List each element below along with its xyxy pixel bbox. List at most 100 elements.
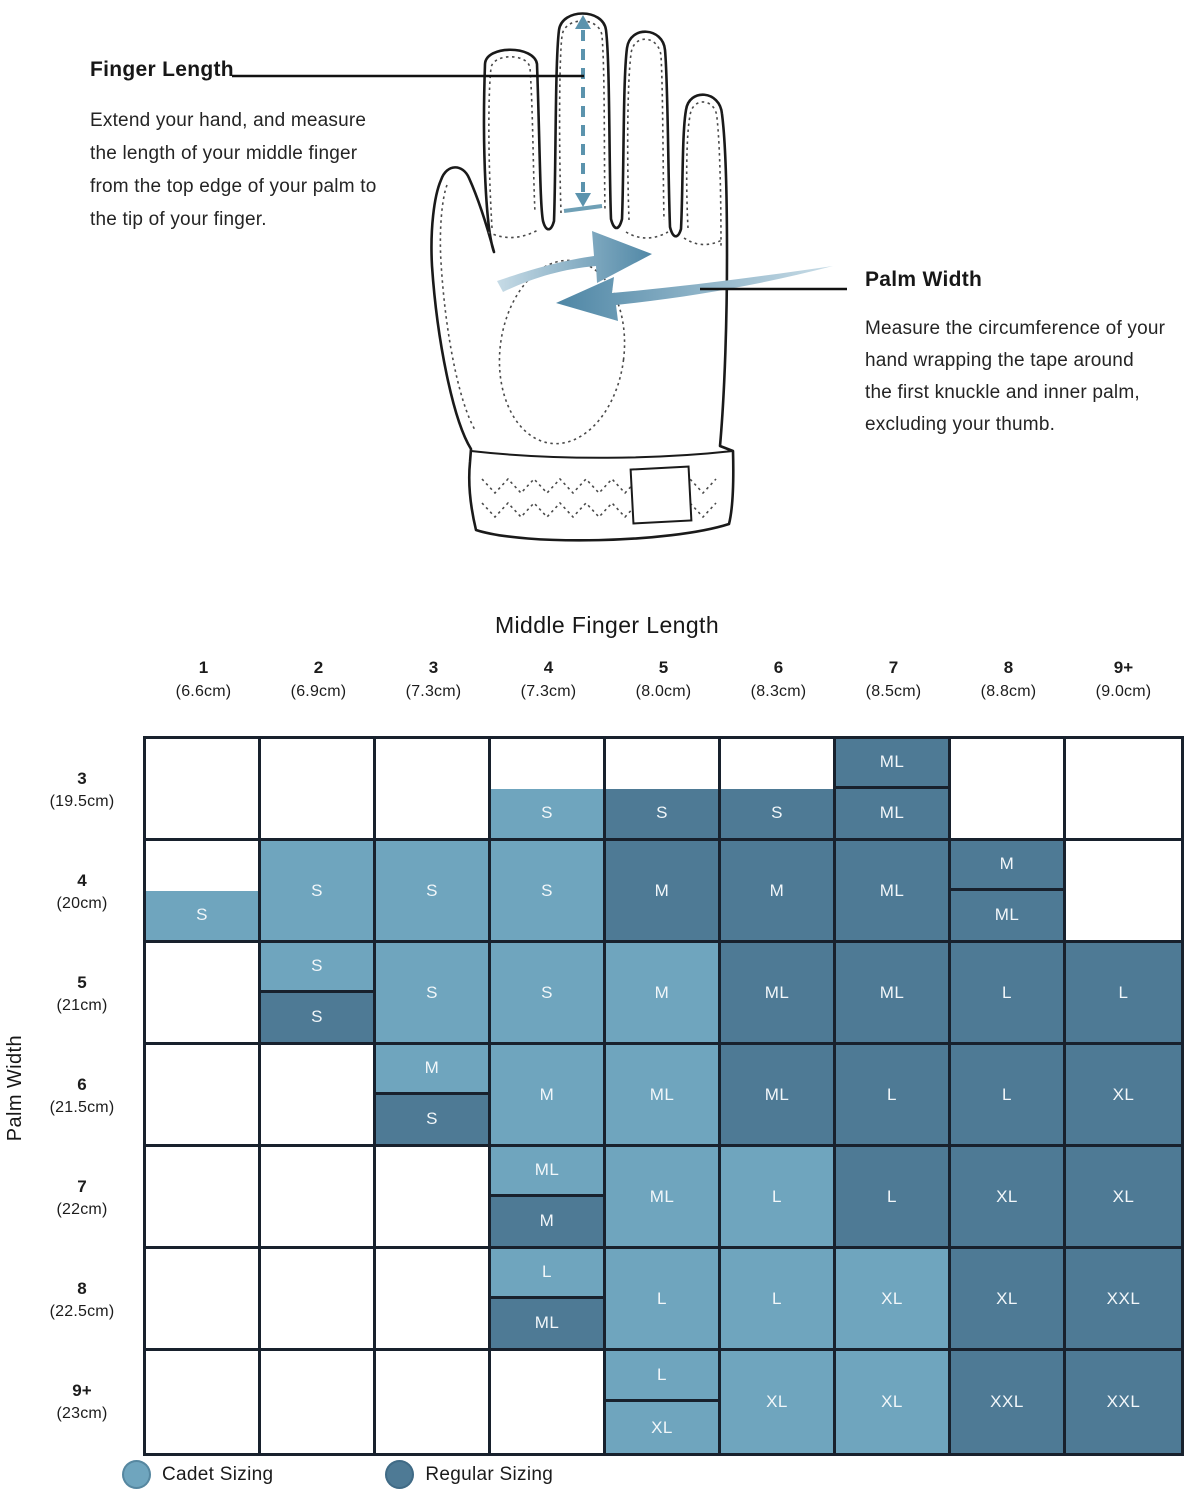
regular-size-cell: XL [1066,1147,1181,1246]
cell-palm3-finger7: ML ML [836,739,951,841]
size-value: L [542,1262,552,1282]
cadet-size-cell: S [491,788,603,838]
cell-palm7-finger3 [376,1147,491,1249]
cell-palm5-finger8: L [951,943,1066,1045]
finger-length-column-headers: 1 (6.6cm) 2 (6.9cm) 3 (7.3cm) 4 (7.3cm) 5 (8.0cm)… [146,658,1181,701]
cell-palm9+-finger6: XL [721,1351,836,1453]
cadet-size-cell: L [721,1249,833,1348]
size-value: M [424,1058,440,1078]
regular-size-cell: M [491,1196,603,1246]
regular-size-cell: M [951,841,1063,891]
size-value: L [657,1365,667,1384]
size-value: XL [881,1392,903,1411]
regular-size-cell: ML [951,890,1063,940]
regular-size-cell: ML [836,943,948,1042]
row-label-6: 6 (21.5cm) [49,1075,115,1116]
regular-size-cell: S [376,1094,488,1144]
column-header-7: 7 (8.5cm) [865,658,922,700]
cell-palm4-finger8: M ML [951,841,1066,943]
size-value: L [657,1288,667,1308]
size-value: ML [764,982,790,1002]
glove-outline [430,12,735,542]
cell-palm4-finger7: ML [836,841,951,943]
legend: Cadet Sizing Regular Sizing [122,1460,553,1489]
cadet-size-cell: S [261,841,373,940]
size-value: ML [764,1084,790,1104]
size-value: ML [534,1160,560,1180]
column-header-6: 6 (8.3cm) [750,658,807,700]
cell-palm9+-finger5: L XL [606,1351,721,1453]
size-value: L [1002,1084,1012,1104]
regular-size-cell: ML [836,788,948,838]
row-label-3: 3 (19.5cm) [49,769,115,810]
size-value: XXL [990,1392,1024,1411]
palm-width-description: Measure the circumference of your hand w… [865,318,1166,435]
legend-regular-label: Regular Sizing [425,1463,554,1485]
cell-palm7-finger7: L [836,1147,951,1249]
cell-palm3-finger3 [376,739,491,841]
size-value: S [541,803,553,823]
cadet-size-cell: XL [836,1351,948,1453]
cell-palm3-finger9+ [1066,739,1181,841]
palm-width-annotation: Palm Width Measure the circumference of … [865,268,1197,441]
glove-velcro-patch [629,465,693,525]
cell-palm6-finger1 [146,1045,261,1147]
cell-palm4-finger5: M [606,841,721,943]
cell-palm7-finger6: L [721,1147,836,1249]
cell-palm8-finger7: XL [836,1249,951,1351]
size-value: XL [996,1288,1018,1308]
size-value: ML [879,880,905,900]
regular-size-cell: XL [951,1147,1063,1246]
cell-palm9+-finger8: XXL [951,1351,1066,1453]
size-value: S [426,982,438,1002]
cadet-size-cell: S [146,890,258,940]
finger-length-title: Finger Length [90,58,234,81]
cell-palm4-finger3: S [376,841,491,943]
cadet-size-cell: XL [836,1249,948,1348]
size-value: L [1002,982,1012,1002]
cadet-size-cell: L [491,1249,603,1299]
regular-size-cell: L [836,1045,948,1144]
size-value: S [541,880,553,900]
cell-palm4-finger9+ [1066,841,1181,943]
size-value: M [654,880,670,900]
row-label-8: 8 (22.5cm) [49,1279,115,1320]
column-header-2: 2 (6.9cm) [290,658,347,700]
legend-regular: Regular Sizing [385,1460,553,1489]
cell-palm7-finger1 [146,1147,261,1249]
column-header-1: 1 (6.6cm) [175,658,232,700]
size-value: S [426,880,438,900]
regular-size-cell: L [1066,943,1181,1042]
cadet-size-cell: XL [721,1351,833,1453]
cell-palm6-finger5: ML [606,1045,721,1147]
cell-palm5-finger6: ML [721,943,836,1045]
cell-palm8-finger1 [146,1249,261,1351]
cell-palm4-finger2: S [261,841,376,943]
regular-size-cell: XL [951,1249,1063,1348]
regular-size-cell: XXL [1066,1351,1181,1453]
regular-size-cell: S [606,788,718,838]
cell-palm5-finger7: ML [836,943,951,1045]
size-value: S [196,905,208,925]
row-label-4: 4 (20cm) [56,871,108,912]
size-value: XL [1112,1186,1135,1206]
regular-size-cell: L [951,1045,1063,1144]
regular-size-cell: XL [1066,1045,1181,1144]
regular-size-cell: S [261,992,373,1042]
glove-stitching-dotted [439,20,723,519]
finger-length-description: Extend your hand, and measure the length… [90,110,377,230]
cadet-size-cell: S [376,943,488,1042]
size-value: L [772,1288,782,1308]
cell-palm8-finger9+: XXL [1066,1249,1181,1351]
cell-palm5-finger9+: L [1066,943,1181,1045]
cell-palm5-finger5: M [606,943,721,1045]
size-matrix-grid: S S S ML ML S S S S M M ML M ML S S S S M ML ML L L M S M ML ML L L XL… [143,736,1184,1456]
cell-palm4-finger1: S [146,841,261,943]
size-value: XXL [1106,1392,1141,1411]
cell-palm6-finger7: L [836,1045,951,1147]
cell-palm3-finger2 [261,739,376,841]
size-value: L [887,1186,897,1206]
